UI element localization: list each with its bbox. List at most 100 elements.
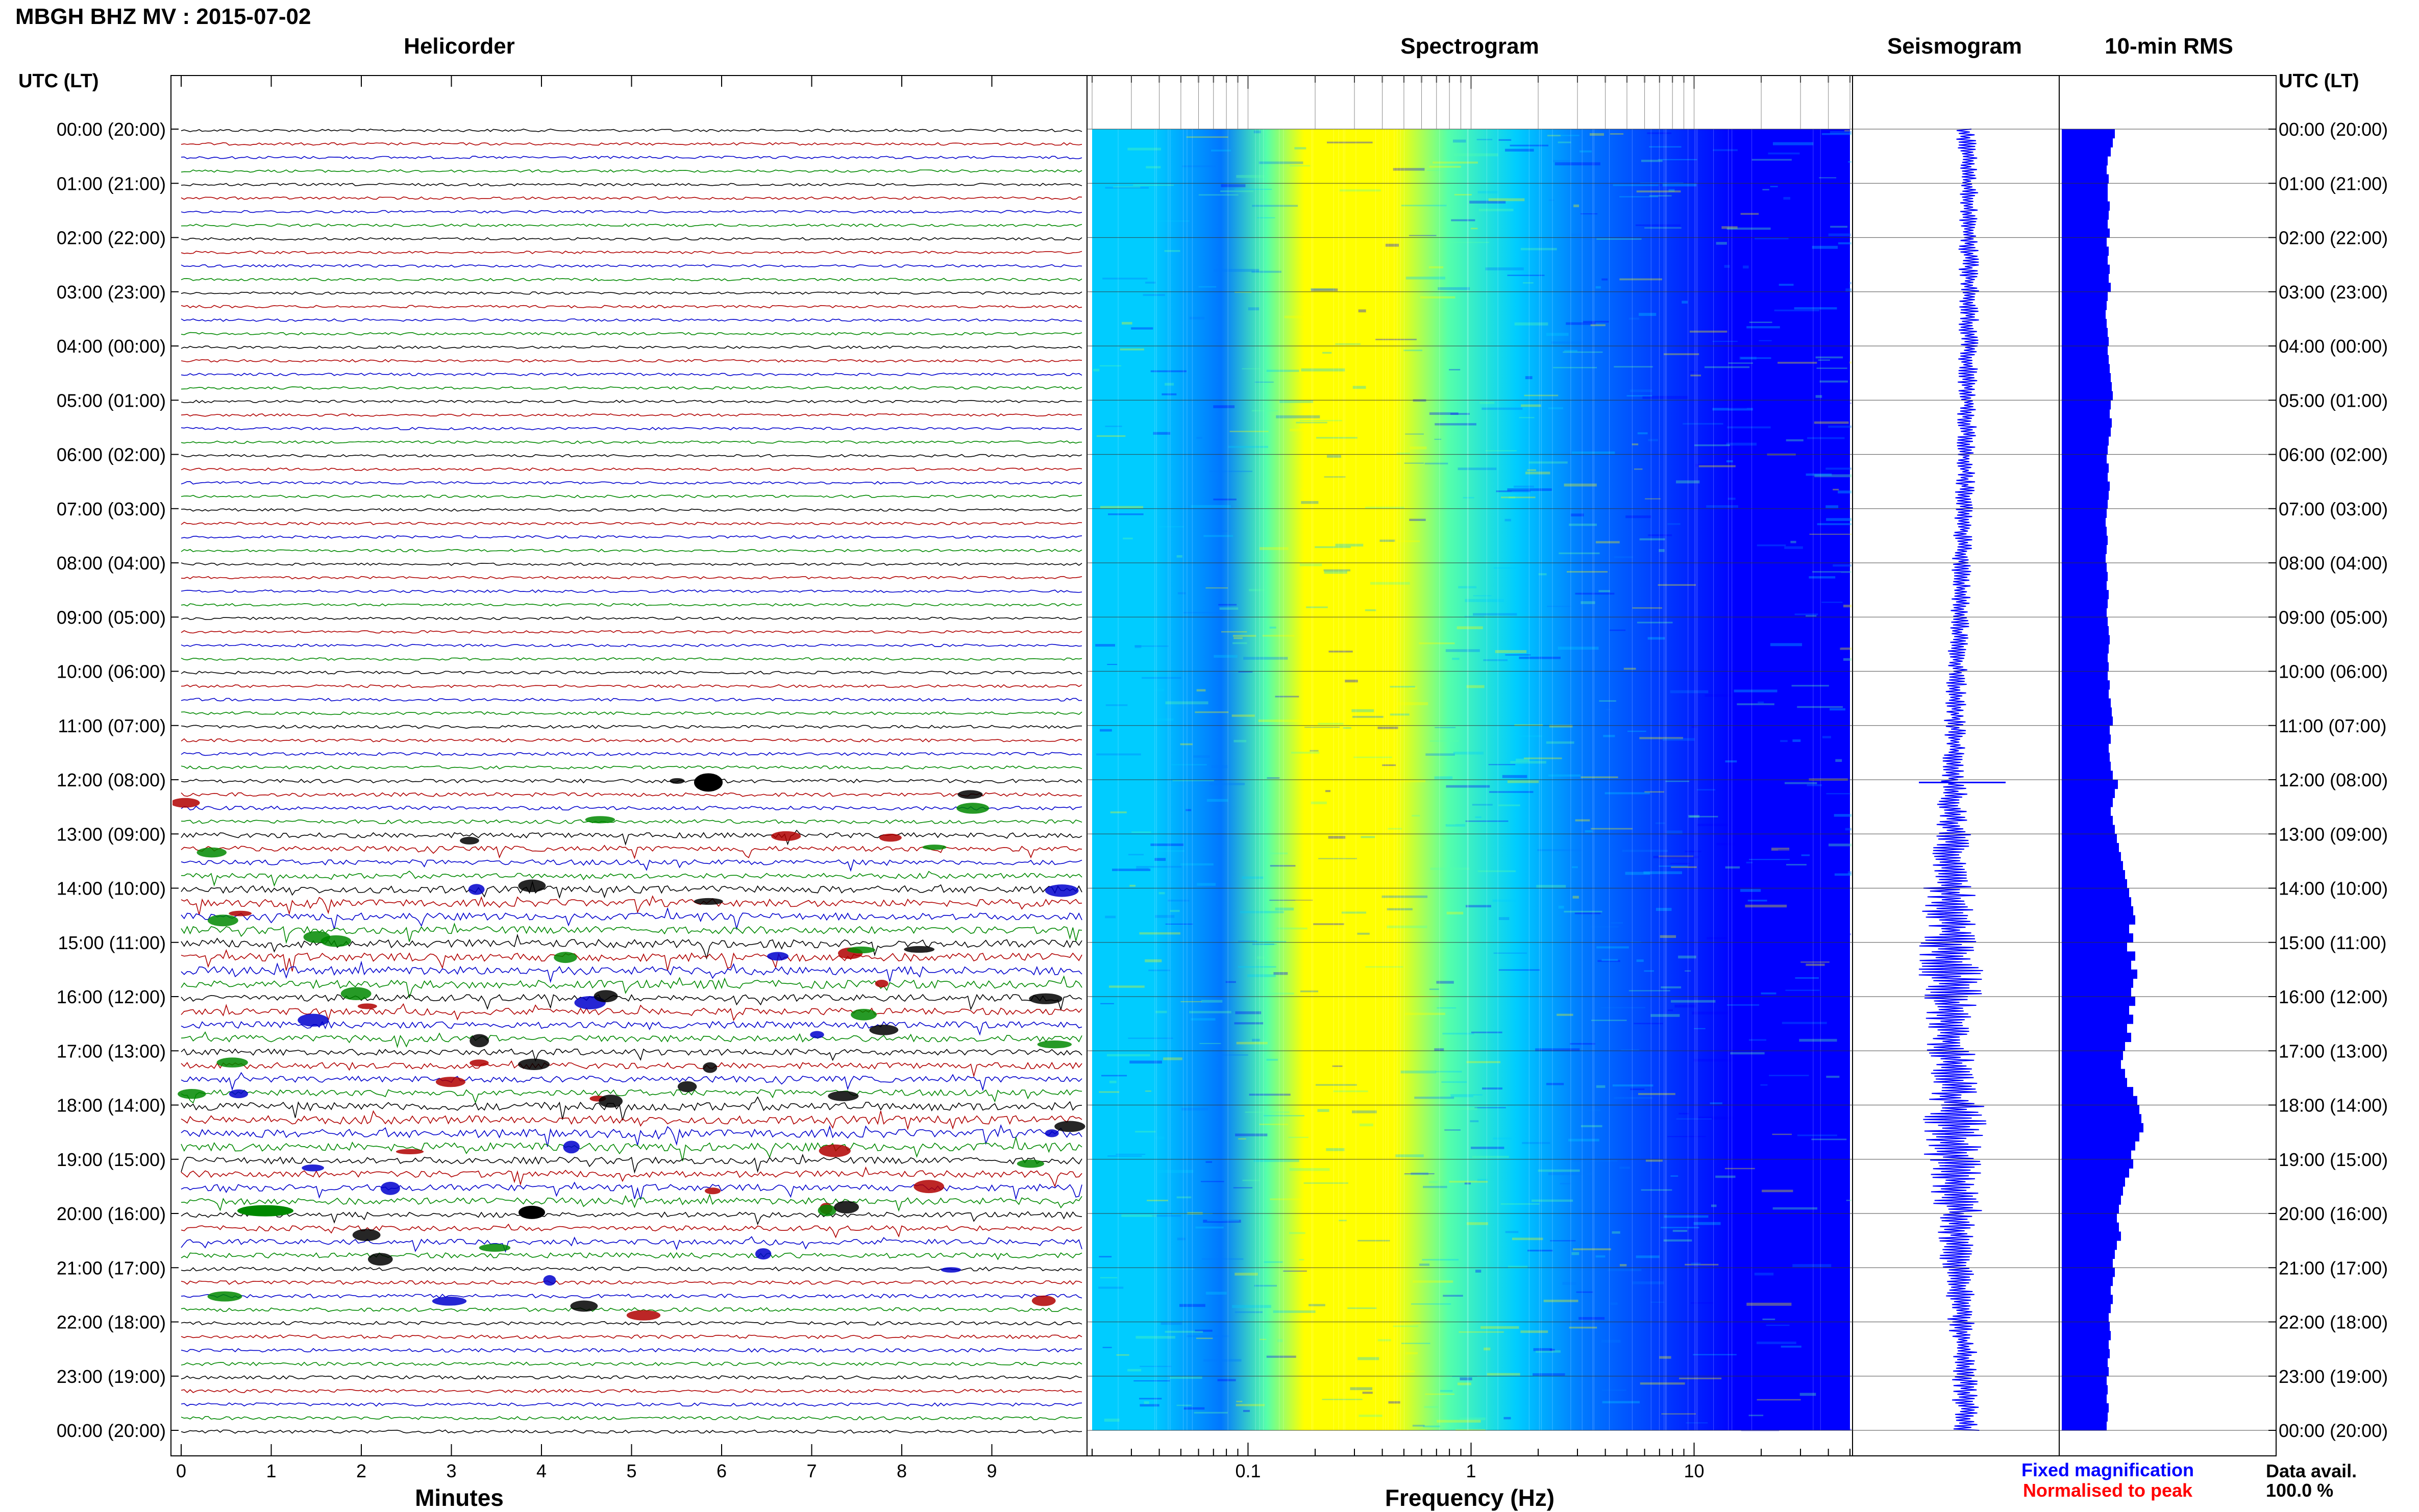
helicorder-event bbox=[178, 1088, 206, 1099]
spectrogram-cell bbox=[1201, 1000, 1223, 1003]
spectrogram-cell bbox=[1396, 453, 1410, 454]
spectrogram-cell bbox=[1546, 606, 1571, 607]
time-label-left: 12:00 (08:00) bbox=[57, 770, 166, 790]
helicorder-event bbox=[875, 979, 888, 987]
spectrogram-cell bbox=[1711, 1204, 1717, 1207]
spectrogram-cell bbox=[1838, 490, 1852, 493]
helicorder-event bbox=[237, 1205, 293, 1217]
spectrogram-cell bbox=[1390, 631, 1397, 632]
spectrogram-cell bbox=[1698, 1117, 1734, 1120]
spectrogram-cell bbox=[1425, 1393, 1455, 1395]
time-label-left: 07:00 (03:00) bbox=[57, 499, 166, 519]
spectrogram-cell bbox=[1597, 960, 1620, 962]
helicorder-trace bbox=[181, 819, 1082, 824]
rms-bar bbox=[2062, 707, 2112, 717]
spectrogram-cell bbox=[1525, 376, 1533, 380]
spectrogram-cell bbox=[1205, 1292, 1227, 1295]
rms-bar bbox=[2062, 373, 2111, 383]
spectrogram-cell bbox=[1379, 1322, 1421, 1324]
spectrogram-cell bbox=[1452, 1376, 1477, 1377]
spectrogram-cell bbox=[1100, 1003, 1114, 1004]
spectrogram-cell bbox=[1707, 937, 1727, 939]
spectrogram-cell bbox=[1404, 1174, 1423, 1176]
spectrogram-cell bbox=[1352, 715, 1384, 718]
helicorder-trace bbox=[181, 1334, 1082, 1340]
time-label-left: 00:00 (20:00) bbox=[57, 1420, 166, 1441]
spectrogram-cell bbox=[1678, 955, 1696, 959]
spectrogram-cell bbox=[1606, 709, 1612, 710]
spectrogram-cell bbox=[1814, 474, 1852, 478]
spectrogram-cell bbox=[1129, 884, 1136, 887]
spectrogram-cell bbox=[1566, 322, 1596, 325]
spectrogram-cell bbox=[1845, 288, 1852, 292]
spectrogram-cell bbox=[1632, 607, 1663, 609]
time-label-right: 03:00 (23:00) bbox=[2279, 282, 2388, 303]
spectrogram-cell bbox=[1496, 490, 1531, 492]
time-label-right: 20:00 (16:00) bbox=[2279, 1203, 2388, 1224]
spectrogram-cell bbox=[1315, 546, 1351, 549]
spectrogram-cell bbox=[1685, 1263, 1719, 1266]
helicorder-trace bbox=[181, 725, 1082, 729]
spectrogram-cell bbox=[1727, 498, 1736, 500]
spectrogram-cell bbox=[1519, 656, 1561, 659]
spectrogram-cell bbox=[1139, 932, 1180, 935]
spectrogram-cell bbox=[1238, 940, 1257, 943]
spectrogram-cell bbox=[1311, 288, 1338, 291]
spectrogram-cell bbox=[1387, 925, 1427, 928]
spectrogram-cell bbox=[1203, 1220, 1241, 1223]
rms-bar bbox=[2062, 318, 2107, 329]
helicorder-x-tick-label: 2 bbox=[356, 1460, 366, 1481]
spectrogram-cell bbox=[1385, 243, 1399, 247]
spectrogram-cell bbox=[1263, 944, 1277, 945]
spectrogram-cell bbox=[1240, 911, 1284, 913]
helicorder-trace bbox=[181, 1135, 1082, 1161]
spectrogram-cell bbox=[1401, 205, 1447, 207]
helicorder-trace bbox=[181, 1267, 1082, 1272]
spectrogram-cell bbox=[1101, 1075, 1127, 1077]
helicorder-trace bbox=[181, 251, 1082, 254]
spectrogram-cell bbox=[1691, 726, 1698, 728]
spectrogram-cell bbox=[1493, 952, 1527, 954]
spectrogram-cell bbox=[1419, 642, 1455, 645]
time-label-left: 21:00 (17:00) bbox=[57, 1257, 166, 1278]
rms-bar bbox=[2062, 535, 2108, 546]
spectrogram-cell bbox=[1116, 1153, 1146, 1155]
rms-bar bbox=[2062, 1403, 2109, 1413]
spectrogram-cell bbox=[1144, 850, 1185, 852]
spectrogram-cell bbox=[1533, 1348, 1552, 1351]
spectrogram-cell bbox=[1267, 777, 1280, 779]
rms-bar bbox=[2062, 617, 2108, 627]
spectrogram-cell bbox=[1478, 209, 1514, 212]
spectrogram-cell bbox=[1774, 309, 1819, 312]
spectrogram-cell bbox=[1634, 468, 1643, 470]
spectrogram-cell bbox=[1147, 1200, 1168, 1202]
helicorder-event bbox=[352, 1229, 381, 1242]
rms-bar bbox=[2062, 310, 2106, 319]
helicorder-x-tick-label: 0 bbox=[176, 1460, 186, 1481]
spectrogram-cell bbox=[1746, 861, 1753, 863]
spectrogram-cell bbox=[1579, 150, 1592, 153]
spectrogram-cell bbox=[1313, 923, 1344, 925]
helicorder-trace bbox=[181, 237, 1082, 241]
spectrogram-cell bbox=[1546, 333, 1569, 336]
time-label-right: 13:00 (09:00) bbox=[2279, 824, 2388, 845]
spectrogram-cell bbox=[1409, 235, 1437, 236]
spectrogram-cell bbox=[1299, 1259, 1304, 1260]
spectrogram-cell bbox=[1176, 555, 1182, 558]
spectrogram-cell bbox=[1694, 1028, 1706, 1029]
spectrogram-cell bbox=[1611, 922, 1623, 924]
spectrogram-cell bbox=[1310, 682, 1335, 685]
spectrogram-cell bbox=[1482, 1087, 1502, 1090]
spectrogram-cell bbox=[1466, 1061, 1501, 1063]
spectrogram-cell bbox=[1591, 1020, 1627, 1021]
spectrogram-cell bbox=[1382, 764, 1396, 766]
spectrogram-cell bbox=[1548, 407, 1564, 410]
spectrogram-cell bbox=[1571, 866, 1578, 869]
spectrogram-cell bbox=[1844, 130, 1850, 132]
spectrogram-cell bbox=[1176, 1196, 1192, 1199]
spectrogram-cell bbox=[1428, 266, 1443, 268]
rms-bar bbox=[2062, 1358, 2108, 1368]
spectrogram-cell bbox=[1716, 842, 1747, 846]
spectrogram-cell bbox=[1450, 1094, 1483, 1096]
helicorder-trace bbox=[181, 129, 1082, 132]
